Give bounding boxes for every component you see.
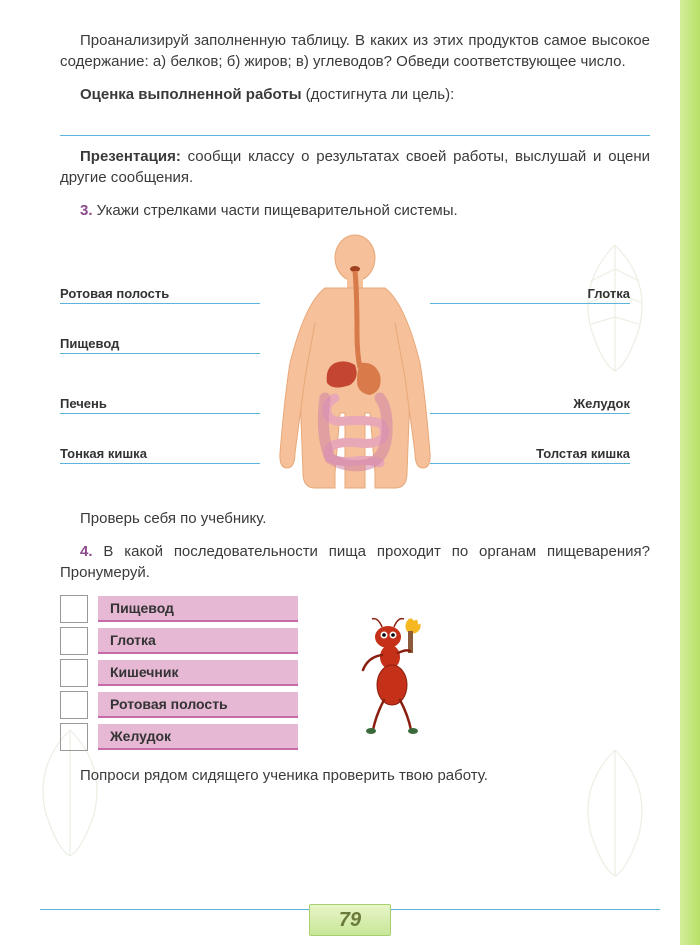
label-text: Пищевод xyxy=(60,336,119,353)
page-footer: 79 xyxy=(0,895,700,945)
number-input-box[interactable] xyxy=(60,627,88,655)
intro-paragraph: Проанализируй заполненную таблицу. В как… xyxy=(60,30,650,72)
write-line[interactable] xyxy=(60,117,650,136)
task3-text: Укажи стрелками части пищеварительной си… xyxy=(93,202,458,219)
label-text: Тонкая кишка xyxy=(60,446,147,463)
task4-line: 4. В какой последовательности пища прохо… xyxy=(60,541,650,583)
presentation-line: Презентация: сообщи классу о результатах… xyxy=(60,146,650,188)
label-text: Ротовая полость xyxy=(60,286,169,303)
ant-mascot-icon xyxy=(348,615,438,740)
sequence-label: Глотка xyxy=(98,628,298,654)
presentation-lead: Презентация: xyxy=(80,148,181,165)
assessment-rest: (достигнута ли цель): xyxy=(302,86,455,103)
label-text: Глотка xyxy=(587,286,630,303)
sequence-exercise: Пищевод Глотка Кишечник Ротовая полость … xyxy=(60,595,650,755)
sequence-row: Кишечник xyxy=(60,659,298,687)
label-text: Печень xyxy=(60,396,107,413)
green-border-decor xyxy=(680,0,700,945)
human-body-icon xyxy=(265,233,445,493)
diagram-label-left[interactable]: Тонкая кишка xyxy=(60,443,260,464)
check-text: Проверь себя по учебнику. xyxy=(60,508,650,529)
task4-text: В какой последовательности пища проходит… xyxy=(60,543,650,581)
diagram-label-right[interactable]: Глотка xyxy=(430,283,630,304)
number-input-box[interactable] xyxy=(60,595,88,623)
assessment-lead: Оценка выполненной работы xyxy=(80,86,302,103)
task3-line: 3. Укажи стрелками части пищеварительной… xyxy=(60,200,650,221)
task-number: 3. xyxy=(80,202,93,219)
label-text: Толстая кишка xyxy=(536,446,630,463)
leaf-decoration-icon xyxy=(10,715,130,865)
sequence-label: Кишечник xyxy=(98,660,298,686)
leaf-decoration-icon xyxy=(555,735,675,885)
assessment-line: Оценка выполненной работы (достигнута ли… xyxy=(60,84,650,105)
sequence-label: Пищевод xyxy=(98,596,298,622)
sequence-row: Пищевод xyxy=(60,595,298,623)
page-number: 79 xyxy=(309,904,391,936)
diagram-label-left[interactable]: Печень xyxy=(60,393,260,414)
diagram-label-right[interactable]: Толстая кишка xyxy=(430,443,630,464)
diagram-label-right[interactable]: Желудок xyxy=(430,393,630,414)
diagram-label-left[interactable]: Пищевод xyxy=(60,333,260,354)
task-number: 4. xyxy=(80,543,93,560)
number-input-box[interactable] xyxy=(60,659,88,687)
sequence-row: Глотка xyxy=(60,627,298,655)
digestive-diagram: Ротовая полость Пищевод Печень Тонкая ки… xyxy=(60,233,650,493)
label-text: Желудок xyxy=(573,396,630,413)
diagram-label-left[interactable]: Ротовая полость xyxy=(60,283,260,304)
textbook-page: Проанализируй заполненную таблицу. В как… xyxy=(0,0,700,945)
